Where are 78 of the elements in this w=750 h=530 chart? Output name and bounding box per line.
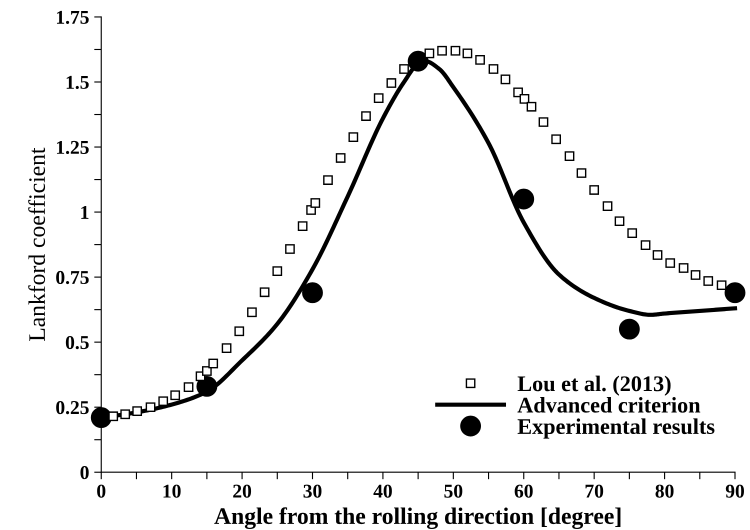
point <box>196 376 218 397</box>
point <box>298 221 308 231</box>
point <box>500 74 510 84</box>
point <box>640 240 650 250</box>
point <box>158 396 168 406</box>
point <box>170 390 180 400</box>
y-tick-label: 0.5 <box>66 336 89 350</box>
point <box>184 382 194 392</box>
point <box>399 64 409 74</box>
point <box>386 78 396 88</box>
point <box>120 409 130 420</box>
point <box>437 46 447 56</box>
point <box>678 263 688 273</box>
x-tick-label: 0 <box>97 484 106 498</box>
point <box>716 280 726 290</box>
x-tick-label: 70 <box>586 484 604 498</box>
legend-label: Advanced criterion <box>517 397 700 413</box>
y-tick-label: 1.25 <box>56 140 89 154</box>
point <box>576 168 586 178</box>
x-tick-label: 80 <box>656 484 674 498</box>
point <box>146 402 156 412</box>
point <box>323 175 333 185</box>
y-tick-label: 0.25 <box>56 401 89 414</box>
x-tick-label: 10 <box>164 484 181 498</box>
point <box>108 411 118 422</box>
point <box>285 244 295 254</box>
x-tick-label: 20 <box>233 484 252 498</box>
point <box>272 266 282 276</box>
point <box>450 46 460 56</box>
point <box>724 282 746 304</box>
y-tick-label: 1.5 <box>66 76 89 90</box>
y-tick-label: 0.75 <box>56 270 89 284</box>
y-tick-label: 1.75 <box>56 10 89 24</box>
point <box>222 343 232 353</box>
point <box>665 258 676 268</box>
x-axis-title: Angle from the rolling direction [degree] <box>214 507 620 530</box>
point <box>260 287 270 298</box>
point <box>462 48 472 58</box>
x-tick-label: 40 <box>373 484 392 498</box>
point <box>374 93 384 103</box>
point <box>348 132 358 142</box>
legend-label: Lou et al. (2013) <box>518 376 671 396</box>
point <box>703 276 714 286</box>
point <box>551 134 562 144</box>
point <box>513 188 534 210</box>
x-tick-label: 60 <box>514 484 533 498</box>
point <box>614 216 624 226</box>
point <box>488 64 498 74</box>
x-tick-label: 30 <box>304 484 322 498</box>
point <box>336 153 346 163</box>
point <box>475 55 485 65</box>
point <box>310 198 320 208</box>
point <box>202 366 212 376</box>
point <box>90 407 112 428</box>
point <box>526 102 536 112</box>
point <box>520 94 530 104</box>
point <box>690 270 700 280</box>
point <box>538 117 548 127</box>
point <box>564 151 574 162</box>
x-tick-label: 50 <box>444 484 462 498</box>
point <box>589 185 600 195</box>
point <box>132 406 142 416</box>
y-axis-title: Lankford coefficient <box>28 148 46 342</box>
y-tick-label: 0 <box>80 466 89 480</box>
point <box>618 318 640 340</box>
x-tick-label: 90 <box>726 484 744 498</box>
y-tick-label: 1 <box>81 206 88 219</box>
point <box>652 250 662 260</box>
point <box>424 48 434 58</box>
point <box>627 228 638 238</box>
point <box>602 201 612 211</box>
point <box>234 326 244 336</box>
point <box>302 282 323 304</box>
point <box>208 358 218 368</box>
point <box>408 50 429 72</box>
point <box>247 307 257 318</box>
point <box>361 111 371 121</box>
legend-label: Experimental results <box>518 418 714 439</box>
